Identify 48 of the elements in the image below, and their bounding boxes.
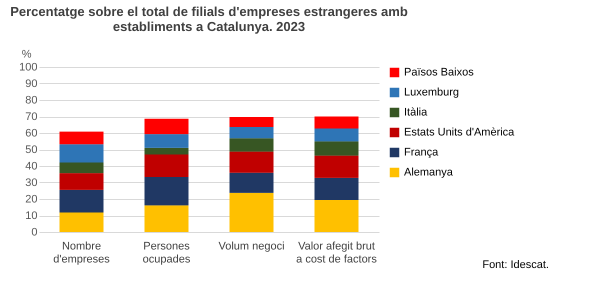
bar <box>144 148 188 154</box>
y-tick-label: 30 <box>25 177 38 189</box>
legend-label: Alemanya <box>404 166 454 178</box>
bar <box>314 178 358 200</box>
y-tick-label: 70 <box>25 111 38 123</box>
bar <box>230 172 274 193</box>
bar <box>144 134 188 148</box>
y-axis-title: % <box>22 48 32 60</box>
bar <box>230 152 274 173</box>
y-tick-label: 40 <box>25 160 38 172</box>
bar <box>60 162 104 174</box>
legend-label: Estats Units d'Amèrica <box>404 126 516 138</box>
bar <box>230 138 274 152</box>
bar <box>60 212 104 232</box>
bar <box>314 128 358 142</box>
bar <box>60 190 104 213</box>
x-tick-label: Nombre d'empreses <box>53 240 110 266</box>
y-tick-label: 50 <box>25 144 38 156</box>
legend-label: Itàlia <box>404 106 428 118</box>
bar <box>230 192 274 232</box>
bar <box>314 200 358 232</box>
bar <box>144 205 188 232</box>
y-tick-label: 0 <box>31 226 38 238</box>
bar <box>60 144 104 163</box>
y-tick-label: 80 <box>25 94 38 106</box>
x-tick-label: Valor afegit brut a cost de factors <box>296 240 378 266</box>
bar <box>60 173 104 190</box>
bar <box>144 118 188 134</box>
y-tick-label: 60 <box>25 128 38 140</box>
legend-label: Luxemburg <box>404 86 460 98</box>
bar <box>230 127 274 138</box>
chart-title: Percentatge sobre el total de filials d'empreses estrangeres amb establiments a Catalunya. 2023 <box>10 4 408 34</box>
bar <box>60 132 104 144</box>
bar <box>314 116 358 129</box>
x-tick-label: Persones ocupades <box>142 240 191 266</box>
text: Font: Idescat. <box>482 259 549 271</box>
bar <box>314 141 358 156</box>
bar <box>314 156 358 178</box>
bar <box>144 177 188 206</box>
legend-label: Països Baixos <box>404 66 474 78</box>
y-tick-label: 10 <box>25 210 38 222</box>
x-tick-label: Volum negoci <box>218 240 285 252</box>
bar <box>144 154 188 178</box>
y-tick-label: 20 <box>25 194 38 206</box>
bar <box>230 116 274 128</box>
legend-label: França <box>404 146 440 158</box>
y-tick-label: 100 <box>19 62 38 74</box>
y-tick-label: 90 <box>25 78 38 90</box>
